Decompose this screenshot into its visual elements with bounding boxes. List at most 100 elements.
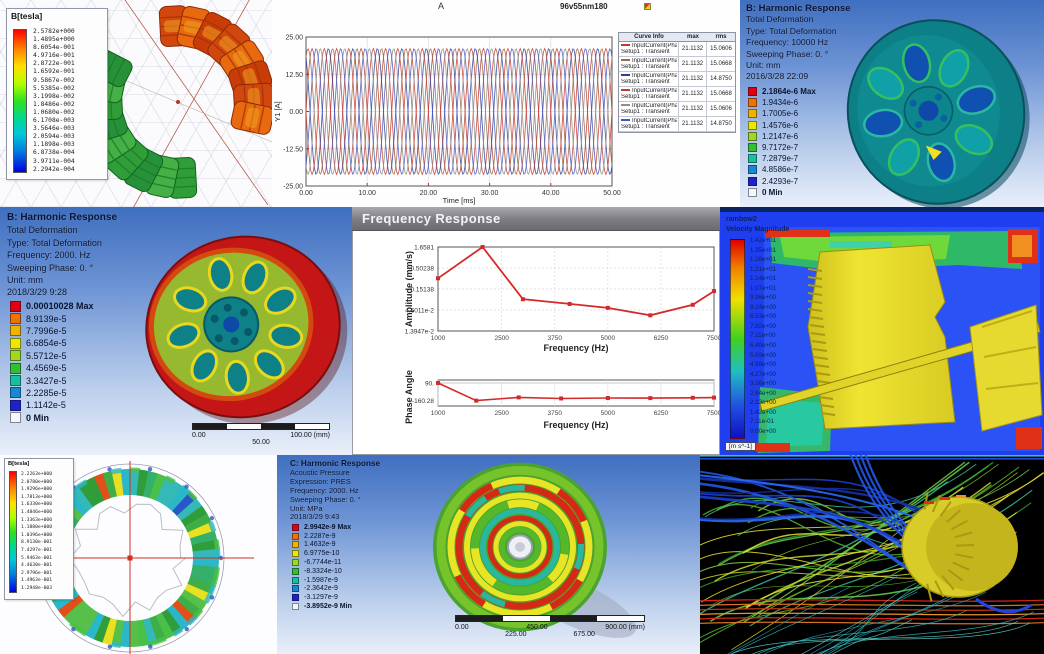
curve-color-swatch — [621, 44, 630, 47]
legend-row: 1.1142e-5 — [10, 399, 94, 411]
legend-value: 9.5867e-002 — [33, 76, 75, 84]
legend-row: 3.3427e-5 — [10, 374, 94, 387]
header-line: Total Deformation — [7, 225, 78, 236]
legend-value: 1.2948e-003 — [21, 585, 53, 591]
amplitude-point — [567, 301, 572, 306]
result-header-2: B: Harmonic Response Total Deformation Ty… — [7, 212, 197, 299]
legend-value: 2.2942e-004 — [33, 165, 75, 173]
legend-value: -6.7744e-11 — [304, 559, 342, 567]
header-line: Frequency: 2000. Hz — [7, 250, 91, 261]
curve-color-swatch — [621, 104, 630, 107]
legend-value: 1.8486e-002 — [33, 100, 75, 108]
curve-max-value: 21.1132 — [679, 102, 707, 116]
phase-curve — [437, 382, 715, 402]
x-tick: 50.00 — [603, 190, 621, 197]
panel-phase-currents-chart: A 96v55nm180 25.00 12.50 0.00 -12.50 -25.00 0… — [272, 0, 740, 207]
header-line: 2016/3/28 22:09 — [746, 71, 809, 82]
curve-setup: Setup1 : Transient — [621, 124, 670, 130]
header-line: Sweeping Phase: 0. ° — [290, 494, 361, 504]
curve-info-table: Curve Info max rms InputCurrent(PhaseA)S… — [618, 32, 736, 133]
window-titlebar[interactable]: Frequency Response — [352, 207, 720, 231]
legend-value: 2.8722e-001 — [33, 60, 75, 68]
field-legend: B[tesla] 2.5782e+000 1.4895e+000 8.6054e-0… — [6, 8, 108, 180]
legend-value: 5.5385e-002 — [33, 84, 75, 92]
scale-ruler-2: 0.00 450.00 900.00 (mm) 225.00 675.00 — [455, 615, 645, 638]
ruler-label: 50.00 — [252, 439, 270, 446]
header-line: Frequency: 2000. Hz — [290, 485, 359, 495]
legend-value: 4.4630e-001 — [21, 563, 53, 569]
legend-value: -8.3324e-10 — [304, 567, 342, 575]
legend-value: 1.6592e-001 — [33, 68, 75, 76]
legend-value: 6.1708e-003 — [33, 117, 75, 125]
legend-value: 2.2287e-9 — [304, 532, 336, 540]
curve-setup: Setup1 : Transient — [621, 49, 670, 55]
legend-row: 2.4293e-7 — [748, 176, 816, 187]
legend-value: -3.8952e-9 Min — [304, 603, 352, 611]
legend-row: 0 Min — [748, 187, 816, 198]
phase-x-tick: 6250 — [654, 410, 669, 417]
y-tick: -12.50 — [283, 146, 303, 153]
legend-value: 7.2879e-7 — [762, 154, 799, 164]
x-tick: 10.00 — [358, 190, 376, 197]
legend-row: 2.9942e-9 Max — [292, 523, 352, 532]
phase-point — [516, 395, 521, 400]
panel-maxwell-torus: B[tesla] 2.5782e+000 1.4895e+000 8.6054e-0… — [0, 0, 272, 207]
legend-color-swatch — [10, 337, 21, 349]
phase-point — [605, 395, 610, 400]
legend-value: 1.4895e+000 — [33, 36, 75, 44]
legend-color-swatch — [292, 541, 299, 549]
curve-rms-value: 14.8750 — [710, 121, 732, 127]
phase-point — [712, 395, 716, 400]
curve-info-row: InputCurrent(PhaseF)Setup1 : Transient21… — [619, 117, 735, 132]
legend-row: 1.4576e-6 — [748, 120, 816, 131]
ring-legend: B[tesla] 2.2263e+000 2.0780e+000 1.9296e+0… — [4, 458, 74, 600]
legend-value: 4.27e+00 — [750, 370, 776, 378]
legend-value: 9.24e+00 — [750, 303, 776, 311]
phase-x-tick: 5000 — [601, 410, 616, 417]
header-line: 2018/3/29 9:28 — [7, 287, 68, 298]
header-line: Sweeping Phase: 0. ° — [746, 48, 829, 59]
curve-name: InputCurrent(PhaseC) — [621, 73, 677, 79]
amp-axis-label: Amplitude (mm/s) — [404, 251, 414, 327]
legend-value: 1.6330e+000 — [21, 502, 53, 508]
legend-value: 2.0780e+000 — [21, 479, 53, 485]
header-line: Acoustic Pressure — [290, 467, 350, 477]
legend-value: 4.9716e-001 — [33, 52, 75, 60]
amp-x-tick: 1000 — [431, 335, 446, 342]
phase-x-tick: 2500 — [494, 410, 509, 417]
legend-value: 1.4576e-6 — [762, 120, 799, 130]
result-title-2: B: Harmonic Response — [7, 212, 118, 223]
legend-value: 6.40e+00 — [750, 342, 776, 350]
ruler-bottom-labels: 225.00 675.00 — [482, 631, 619, 638]
ruler-bottom-labels: 50.00 — [211, 439, 310, 446]
amp-x-tick: 2500 — [494, 335, 509, 342]
curve-name: InputCurrent(PhaseE) — [621, 88, 677, 94]
legend-value: 8.9130e-001 — [21, 540, 53, 546]
amp-y-tick: 1.3947e-2 — [405, 329, 435, 336]
amplitude-point — [712, 289, 716, 294]
curve-color-swatch — [621, 74, 630, 77]
legend-value: 7.11e+00 — [750, 332, 776, 340]
curve-name-cell: InputCurrent(PhaseD)Setup1 : Transient — [619, 102, 679, 116]
result-legend-2: 0.00010028 Max 8.9139e-5 7.7996e-5 6.6854e-… — [10, 300, 94, 424]
x-tick: 40.00 — [542, 190, 560, 197]
legend-value: 1.3363e+000 — [21, 517, 53, 523]
curve-color-swatch — [621, 119, 630, 122]
curve-setup: Setup1 : Transient — [621, 79, 670, 85]
legend-value: 6.9775e-10 — [304, 550, 340, 558]
legend-value: 5.9463e-001 — [21, 555, 53, 561]
curve-max-value: 21.1132 — [679, 117, 707, 131]
curve-rms-value: 15.0606 — [710, 46, 732, 52]
ring-legend-colorbar — [9, 471, 17, 593]
legend-row: 4.8586e-7 — [748, 164, 816, 175]
amp-x-tick: 6250 — [654, 335, 669, 342]
result-title: B: Harmonic Response — [746, 3, 851, 14]
legend-value: 9.7172e-7 — [762, 143, 799, 153]
legend-color-swatch — [748, 176, 757, 186]
cfd-legend-values: 1.42e+01 1.35e+01 1.28e+01 1.21e+01 1.14e+01… — [750, 236, 776, 436]
legend-value: 1.42e+01 — [750, 237, 776, 244]
plot-marker-icon — [644, 3, 651, 10]
legend-row: 0.00010028 Max — [10, 300, 94, 312]
legend-value: 1.4632e-9 — [304, 541, 336, 549]
legend-color-swatch — [10, 313, 21, 325]
